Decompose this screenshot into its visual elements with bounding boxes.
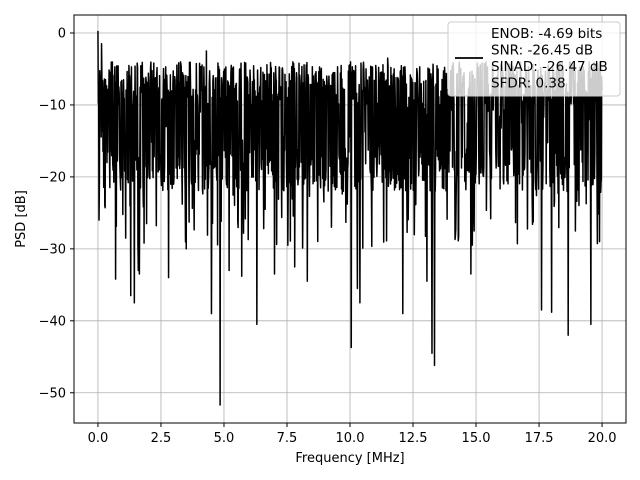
x-axis-label: Frequency [MHz] [295,451,404,466]
x-tick-label: 17.5 [525,431,554,446]
x-tick-label: 20.0 [588,431,617,446]
y-axis: 0 −10 −20 −30 −40 −50 [39,26,74,401]
y-tick-label: 0 [58,26,66,41]
x-tick-label: 2.5 [151,431,172,446]
y-tick-label: −30 [39,242,66,257]
x-tick-label: 12.5 [399,431,428,446]
x-axis: 0.0 2.5 5.0 7.5 10.0 12.5 15.0 17.5 20.0 [88,423,617,446]
legend-line: SFDR: 0.38 [491,76,566,92]
y-axis-label: PSD [dB] [14,190,29,248]
x-tick-label: 7.5 [277,431,298,446]
x-tick-label: 0.0 [88,431,109,446]
legend-line: ENOB: -4.69 bits [491,26,602,42]
y-tick-label: −20 [39,170,66,185]
x-tick-label: 5.0 [214,431,235,446]
y-tick-label: −40 [39,314,66,329]
legend-entry-label: ENOB: -4.69 bits SNR: -26.45 dB SINAD: -26… [491,26,608,92]
y-tick-label: −10 [39,98,66,113]
legend-line: SINAD: -26.47 dB [491,59,608,75]
x-tick-label: 10.0 [336,431,365,446]
legend-box [447,21,621,97]
y-tick-label: −50 [39,386,66,401]
legend: ENOB: -4.69 bits SNR: -26.45 dB SINAD: -26… [447,21,621,97]
x-tick-label: 15.0 [462,431,491,446]
legend-line: SNR: -26.45 dB [491,43,593,59]
